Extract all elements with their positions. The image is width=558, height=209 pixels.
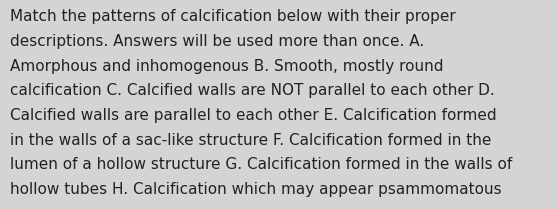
Text: hollow tubes H. Calcification which may appear psammomatous: hollow tubes H. Calcification which may … [10,182,502,197]
Text: Amorphous and inhomogenous B. Smooth, mostly round: Amorphous and inhomogenous B. Smooth, mo… [10,59,444,74]
Text: in the walls of a sac-like structure F. Calcification formed in the: in the walls of a sac-like structure F. … [10,133,492,148]
Text: calcification C. Calcified walls are NOT parallel to each other D.: calcification C. Calcified walls are NOT… [10,83,495,98]
Text: Match the patterns of calcification below with their proper: Match the patterns of calcification belo… [10,9,456,24]
Text: descriptions. Answers will be used more than once. A.: descriptions. Answers will be used more … [10,34,424,49]
Text: Calcified walls are parallel to each other E. Calcification formed: Calcified walls are parallel to each oth… [10,108,497,123]
Text: lumen of a hollow structure G. Calcification formed in the walls of: lumen of a hollow structure G. Calcifica… [10,157,512,172]
